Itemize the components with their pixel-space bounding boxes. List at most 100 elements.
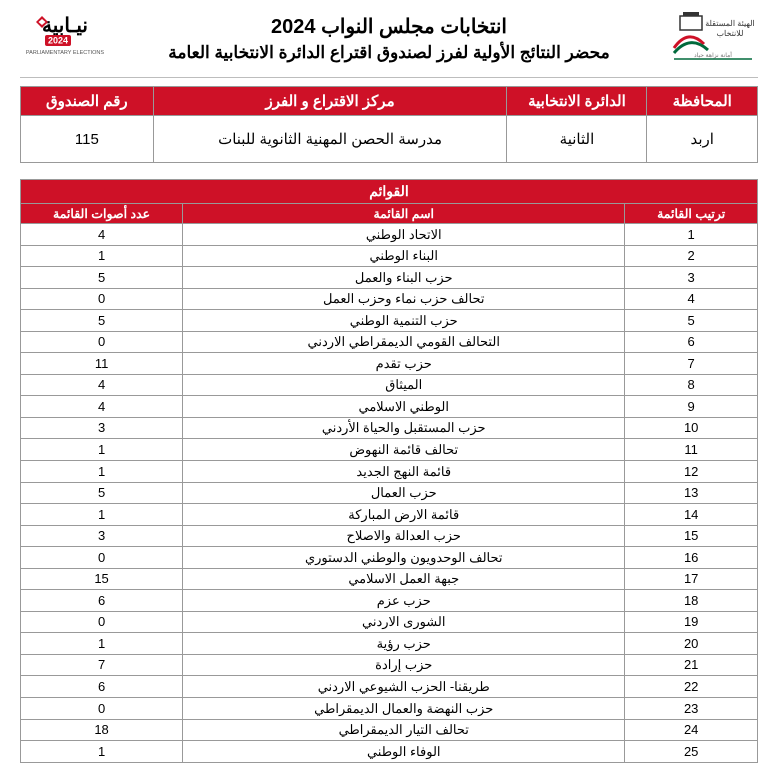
hdr-name: اسم القائمة [183, 204, 625, 224]
val-district: الثانية [507, 116, 647, 163]
lists-body: 1الاتحاد الوطني42البناء الوطني13حزب البن… [21, 224, 758, 763]
cell-rank: 14 [625, 504, 758, 526]
cell-name: الشورى الاردني [183, 611, 625, 633]
cell-rank: 17 [625, 568, 758, 590]
table-row: 2البناء الوطني1 [21, 245, 758, 267]
cell-votes: 3 [21, 417, 183, 439]
cell-votes: 0 [21, 611, 183, 633]
cell-name: طريقنا- الحزب الشيوعي الاردني [183, 676, 625, 698]
cell-name: قائمة الارض المباركة [183, 504, 625, 526]
val-governorate: اربد [647, 116, 758, 163]
table-row: 17جبهة العمل الاسلامي15 [21, 568, 758, 590]
cell-name: التحالف القومي الديمقراطي الاردني [183, 331, 625, 353]
table-row: 10حزب المستقبل والحياة الأردني3 [21, 417, 758, 439]
table-row: 5حزب التنمية الوطني5 [21, 310, 758, 332]
cell-rank: 2 [625, 245, 758, 267]
cell-rank: 13 [625, 482, 758, 504]
cell-rank: 4 [625, 288, 758, 310]
cell-rank: 10 [625, 417, 758, 439]
cell-rank: 18 [625, 590, 758, 612]
cell-votes: 6 [21, 590, 183, 612]
table-row: 3حزب البناء والعمل5 [21, 267, 758, 289]
table-row: 7حزب تقدم11 [21, 353, 758, 375]
cell-name: حزب العدالة والاصلاح [183, 525, 625, 547]
cell-votes: 1 [21, 504, 183, 526]
cell-name: الوفاء الوطني [183, 741, 625, 763]
cell-rank: 9 [625, 396, 758, 418]
cell-votes: 5 [21, 482, 183, 504]
lists-section-title: القوائم [21, 180, 758, 204]
table-row: 22طريقنا- الحزب الشيوعي الاردني6 [21, 676, 758, 698]
cell-rank: 12 [625, 461, 758, 483]
table-row: 9الوطني الاسلامي4 [21, 396, 758, 418]
info-header-row: المحافظة الدائرة الانتخابية مركز الاقترا… [21, 87, 758, 116]
hdr-center: مركز الاقتراع و الفرز [153, 87, 507, 116]
cell-votes: 6 [21, 676, 183, 698]
title-sub: محضر النتائج الأولية لفرز لصندوق اقتراع … [110, 43, 668, 63]
cell-rank: 11 [625, 439, 758, 461]
cell-rank: 25 [625, 741, 758, 763]
table-row: 11تحالف قائمة النهوض1 [21, 439, 758, 461]
header-row: الهيئة المستقلة للانتخاب أمانة نزاهة حيا… [20, 10, 758, 69]
page-content: الهيئة المستقلة للانتخاب أمانة نزاهة حيا… [20, 10, 758, 763]
cell-name: حزب إرادة [183, 654, 625, 676]
svg-text:أمانة نزاهة حياد: أمانة نزاهة حياد [694, 50, 732, 59]
table-row: 15حزب العدالة والاصلاح3 [21, 525, 758, 547]
cell-name: حزب التنمية الوطني [183, 310, 625, 332]
cell-name: حزب البناء والعمل [183, 267, 625, 289]
hdr-box: رقم الصندوق [21, 87, 154, 116]
cell-name: الوطني الاسلامي [183, 396, 625, 418]
hdr-rank: ترتيب القائمة [625, 204, 758, 224]
info-value-row: اربد الثانية مدرسة الحصن المهنية الثانوي… [21, 116, 758, 163]
svg-text:2024: 2024 [48, 36, 68, 46]
info-table: المحافظة الدائرة الانتخابية مركز الاقترا… [20, 86, 758, 163]
cell-name: الميثاق [183, 374, 625, 396]
iec-logo: الهيئة المستقلة للانتخاب أمانة نزاهة حيا… [668, 10, 758, 65]
cell-name: تحالف حزب نماء وحزب العمل [183, 288, 625, 310]
cell-rank: 6 [625, 331, 758, 353]
cell-votes: 11 [21, 353, 183, 375]
cell-name: حزب عزم [183, 590, 625, 612]
cell-name: حزب النهضة والعمال الديمقراطي [183, 698, 625, 720]
cell-rank: 21 [625, 654, 758, 676]
lists-title-row: القوائم [21, 180, 758, 204]
hdr-governorate: المحافظة [647, 87, 758, 116]
cell-name: الاتحاد الوطني [183, 224, 625, 246]
svg-text:الهيئة المستقلة: الهيئة المستقلة [705, 19, 755, 28]
cell-name: جبهة العمل الاسلامي [183, 568, 625, 590]
cell-votes: 4 [21, 224, 183, 246]
table-row: 16تحالف الوحدويون والوطني الدستوري0 [21, 547, 758, 569]
table-row: 18حزب عزم6 [21, 590, 758, 612]
svg-text:PARLIAMENTARY ELECTIONS: PARLIAMENTARY ELECTIONS [26, 50, 104, 56]
table-row: 12قائمة النهج الجديد1 [21, 461, 758, 483]
cell-name: حزب المستقبل والحياة الأردني [183, 417, 625, 439]
table-row: 19الشورى الاردني0 [21, 611, 758, 633]
cell-rank: 16 [625, 547, 758, 569]
cell-name: البناء الوطني [183, 245, 625, 267]
page-titles: انتخابات مجلس النواب 2024 محضر النتائج ا… [110, 10, 668, 69]
cell-votes: 4 [21, 374, 183, 396]
cell-rank: 8 [625, 374, 758, 396]
lists-table: القوائم ترتيب القائمة اسم القائمة عدد أص… [20, 179, 758, 763]
cell-votes: 5 [21, 267, 183, 289]
cell-rank: 3 [625, 267, 758, 289]
cell-name: تحالف الوحدويون والوطني الدستوري [183, 547, 625, 569]
hdr-votes: عدد أصوات القائمة [21, 204, 183, 224]
cell-rank: 19 [625, 611, 758, 633]
title-main: انتخابات مجلس النواب 2024 [110, 14, 668, 39]
cell-name: تحالف قائمة النهوض [183, 439, 625, 461]
lists-header-row: ترتيب القائمة اسم القائمة عدد أصوات القا… [21, 204, 758, 224]
val-box: 115 [21, 116, 154, 163]
cell-name: حزب رؤية [183, 633, 625, 655]
table-row: 6التحالف القومي الديمقراطي الاردني0 [21, 331, 758, 353]
cell-rank: 7 [625, 353, 758, 375]
table-row: 23حزب النهضة والعمال الديمقراطي0 [21, 698, 758, 720]
cell-votes: 15 [21, 568, 183, 590]
table-row: 25الوفاء الوطني1 [21, 741, 758, 763]
divider [20, 77, 758, 78]
table-row: 8الميثاق4 [21, 374, 758, 396]
cell-rank: 20 [625, 633, 758, 655]
hdr-district: الدائرة الانتخابية [507, 87, 647, 116]
cell-rank: 23 [625, 698, 758, 720]
cell-votes: 4 [21, 396, 183, 418]
